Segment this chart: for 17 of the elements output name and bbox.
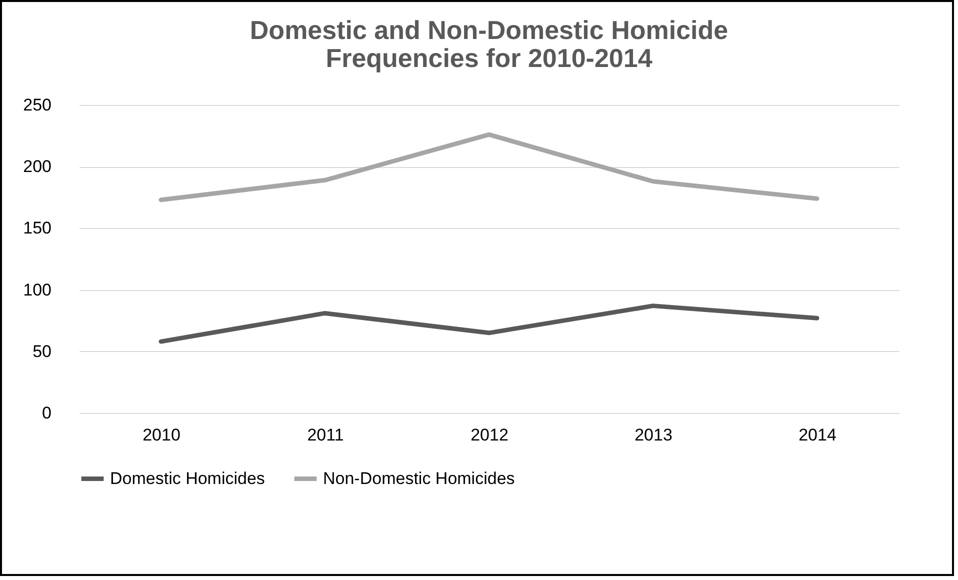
- x-tick-label: 2010: [142, 426, 180, 444]
- x-tick-label: 2011: [307, 426, 344, 444]
- y-tick-label: 50: [32, 342, 52, 361]
- text: Domestic and Non-Domestic Homicide: [250, 15, 728, 45]
- legend-label: Domestic Homicides: [110, 468, 265, 488]
- legend-label: Non-Domestic Homicides: [323, 468, 515, 488]
- y-tick-label: 200: [23, 157, 52, 176]
- y-tick-label: 150: [23, 218, 52, 238]
- text: Frequencies for 2010-2014: [326, 43, 652, 73]
- x-tick-label: 2013: [634, 426, 672, 444]
- x-tick-label: 2012: [470, 426, 508, 444]
- line-series: [158, 304, 820, 344]
- y-tick-label: 100: [23, 280, 52, 300]
- y-tick-label: 0: [42, 404, 52, 422]
- x-tick-label: 2014: [798, 426, 836, 444]
- line-series: [158, 132, 820, 202]
- y-tick-label: 250: [23, 96, 52, 114]
